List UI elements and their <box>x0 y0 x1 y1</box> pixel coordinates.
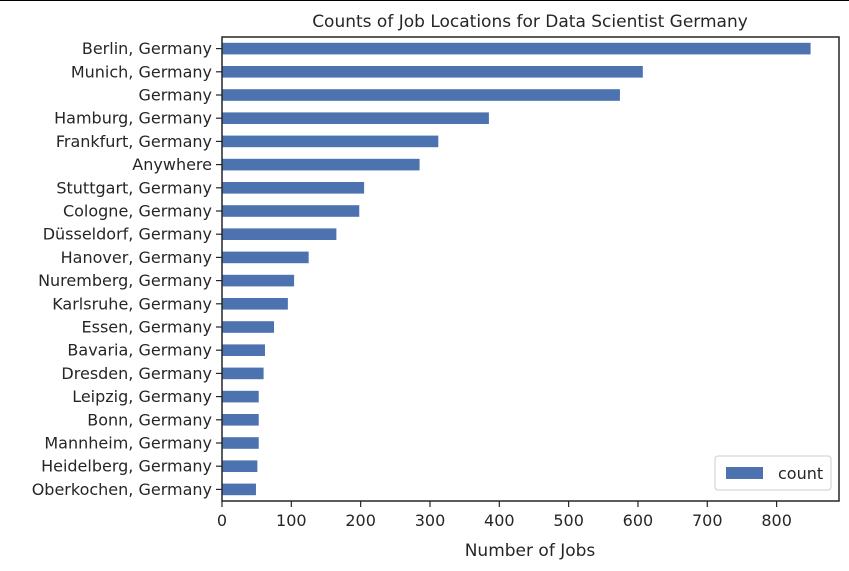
y-tick-label: Dresden, Germany <box>61 364 212 383</box>
legend-box <box>714 455 832 491</box>
top-border-line <box>0 0 849 1</box>
bar <box>222 251 309 264</box>
y-tick-label: Stuttgart, Germany <box>56 178 212 197</box>
y-tick-label: Bavaria, Germany <box>67 341 212 360</box>
y-tick-label: Munich, Germany <box>71 62 212 81</box>
y-tick-label: Cologne, Germany <box>63 202 212 221</box>
x-tick-label: 500 <box>553 511 584 530</box>
bar <box>222 158 420 171</box>
y-tick-label: Karlsruhe, Germany <box>52 294 212 313</box>
x-tick-label: 400 <box>484 511 515 530</box>
y-tick-label: Hamburg, Germany <box>54 109 212 128</box>
y-tick-label: Hanover, Germany <box>61 248 212 267</box>
bar <box>222 344 265 356</box>
y-tick-label: Germany <box>138 86 212 105</box>
y-tick-label: Berlin, Germany <box>82 39 212 58</box>
y-tick-label: Heidelberg, Germany <box>41 457 212 476</box>
bar <box>222 460 258 472</box>
y-axis-ticks: Berlin, Germany Munich, Germany Germany Ham… <box>32 39 222 499</box>
x-tick-label: 600 <box>623 511 654 530</box>
bar <box>222 112 489 124</box>
bar <box>222 437 259 449</box>
x-axis-ticks: 0 100 200 300 400 500 600 700 800 <box>217 501 792 530</box>
bar <box>222 367 264 380</box>
y-tick-label: Bonn, Germany <box>87 410 212 429</box>
bars-group <box>222 42 811 496</box>
bar <box>222 228 337 240</box>
legend-label: count <box>778 464 823 483</box>
bar <box>222 483 256 496</box>
y-tick-label: Frankfurt, Germany <box>56 132 212 151</box>
legend-swatch <box>726 467 763 479</box>
bar <box>222 42 811 55</box>
plot-frame <box>221 36 840 502</box>
x-tick-label: 800 <box>761 511 792 530</box>
bar <box>222 274 295 287</box>
bar <box>222 298 288 310</box>
y-tick-label: Düsseldorf, Germany <box>43 225 212 244</box>
bar <box>222 182 365 194</box>
x-tick-label: 300 <box>415 511 446 530</box>
legend: count <box>714 455 832 491</box>
bar <box>222 135 439 148</box>
chart-title: Counts of Job Locations for Data Scienti… <box>312 12 748 32</box>
bar <box>222 390 259 403</box>
y-tick-label: Anywhere <box>132 155 212 174</box>
y-tick-label: Essen, Germany <box>82 318 212 337</box>
x-tick-label: 700 <box>692 511 723 530</box>
x-tick-label: 200 <box>345 511 376 530</box>
x-tick-label: 0 <box>217 511 227 530</box>
bar <box>222 321 274 333</box>
bar <box>222 414 259 426</box>
y-tick-label: Nuremberg, Germany <box>38 271 212 290</box>
bar <box>222 205 360 217</box>
bar <box>222 66 643 78</box>
x-axis-label: Number of Jobs <box>465 541 596 561</box>
x-tick-label: 100 <box>276 511 307 530</box>
y-tick-label: Mannheim, Germany <box>44 434 212 453</box>
bar <box>222 89 620 101</box>
y-tick-label: Oberkochen, Germany <box>32 480 212 499</box>
y-tick-label: Leipzig, Germany <box>72 387 212 406</box>
